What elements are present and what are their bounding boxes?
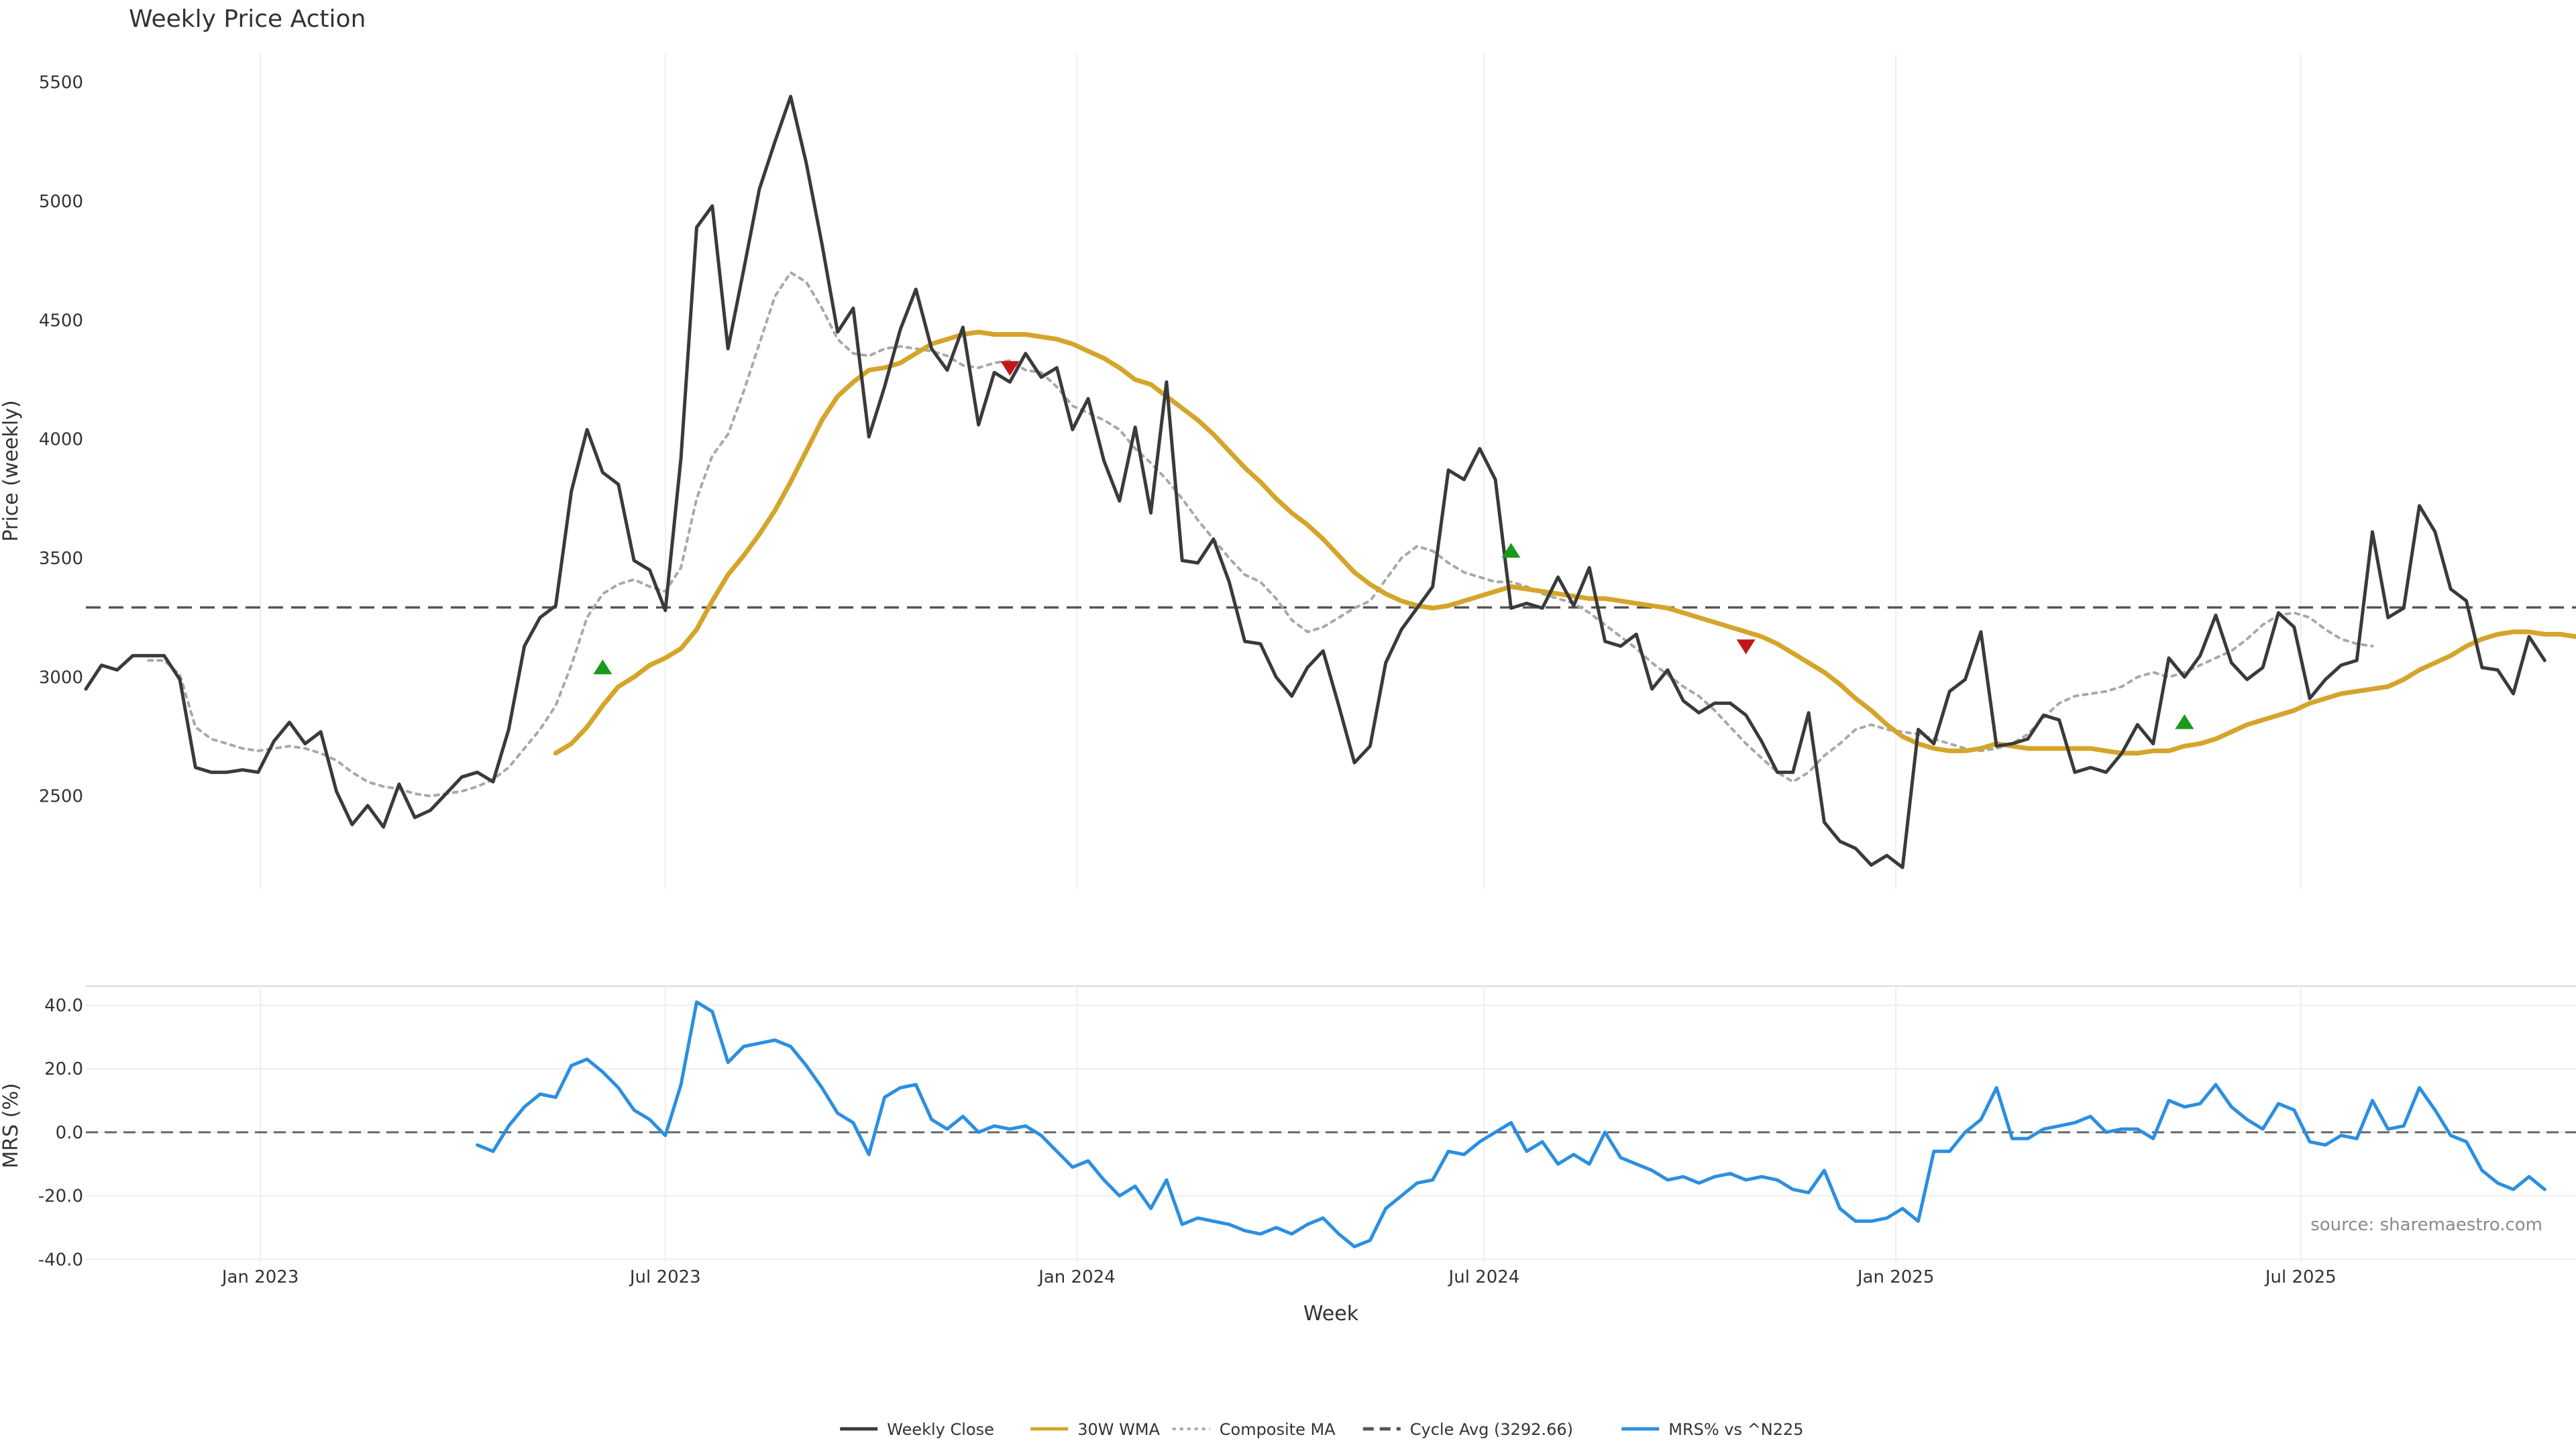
price-y-tick-label: 3000 [39, 667, 83, 688]
legend-label: Weekly Close [887, 1420, 994, 1439]
mrs-y-tick-label: 40.0 [44, 996, 83, 1016]
legend-label: Composite MA [1220, 1420, 1336, 1439]
legend-entry: Weekly Close [840, 1420, 994, 1439]
legend-entry: Composite MA [1172, 1420, 1336, 1439]
price-y-tick-label: 5000 [39, 192, 83, 212]
source-note: source: sharemaestro.com [2310, 1215, 2542, 1235]
x-tick-label: Jul 2023 [629, 1267, 701, 1287]
mrs-line [476, 1000, 2546, 1248]
signal-markers [593, 361, 2194, 729]
mrs-y-tick-label: 20.0 [44, 1059, 83, 1079]
mrs-series [476, 1000, 2546, 1248]
weekly-close-line [84, 95, 2546, 869]
x-axis-label: Week [1303, 1302, 1359, 1326]
buy-signal-marker [2175, 714, 2194, 729]
composite-ma-line [147, 271, 2374, 798]
legend-entry: 30W WMA [1030, 1420, 1161, 1439]
x-tick-label: Jan 2024 [1037, 1267, 1116, 1287]
buy-signal-marker [1501, 543, 1521, 558]
sell-signal-marker [1000, 361, 1020, 376]
wma-30w-line [553, 329, 2576, 756]
legend-label: 30W WMA [1077, 1420, 1160, 1439]
mrs-y-label: MRS (%) [0, 1083, 23, 1168]
mrs-y-tick-label: 0.0 [56, 1123, 83, 1143]
mrs-panel: 40.0 20.0 0.0 -20.0 -40.0 [38, 986, 2576, 1270]
mrs-y-ticks: 40.0 20.0 0.0 -20.0 -40.0 [38, 996, 83, 1270]
mrs-y-tick-label: -40.0 [38, 1250, 83, 1270]
legend-label: Cycle Avg (3292.66) [1410, 1420, 1573, 1439]
x-ticks: Jan 2023 Jul 2023 Jan 2024 Jul 2024 Jan 2025… [221, 1267, 2337, 1287]
mrs-y-tick-label: -20.0 [38, 1187, 83, 1207]
legend-label: MRS% vs ^N225 [1668, 1420, 1803, 1439]
price-series [84, 95, 2576, 869]
mrs-gridlines [86, 986, 2576, 1263]
chart-title: Weekly Price Action [129, 5, 366, 33]
price-gridlines [260, 54, 2302, 889]
x-tick-label: Jan 2023 [221, 1267, 299, 1287]
legend-entry: Cycle Avg (3292.66) [1362, 1420, 1573, 1439]
price-panel: 5500 5000 4500 4000 3500 3000 2500 [39, 54, 2576, 889]
price-y-tick-label: 3500 [39, 549, 83, 569]
price-y-tick-label: 2500 [39, 787, 83, 807]
price-y-tick-label: 4500 [39, 311, 83, 331]
legend-entry: MRS% vs ^N225 [1621, 1420, 1804, 1439]
price-y-tick-label: 5500 [39, 73, 83, 93]
buy-signal-marker [593, 659, 612, 675]
legend: Weekly Close 30W WMA Composite MA Cycle Avg… [840, 1420, 1804, 1439]
price-y-tick-label: 4000 [39, 430, 83, 450]
x-tick-label: Jul 2024 [1448, 1267, 1520, 1287]
price-y-label: Price (weekly) [0, 400, 23, 541]
x-tick-label: Jul 2025 [2264, 1267, 2337, 1287]
sell-signal-marker [1736, 639, 1756, 655]
x-tick-label: Jan 2025 [1856, 1267, 1935, 1287]
price-y-ticks: 5500 5000 4500 4000 3500 3000 2500 [39, 73, 83, 807]
